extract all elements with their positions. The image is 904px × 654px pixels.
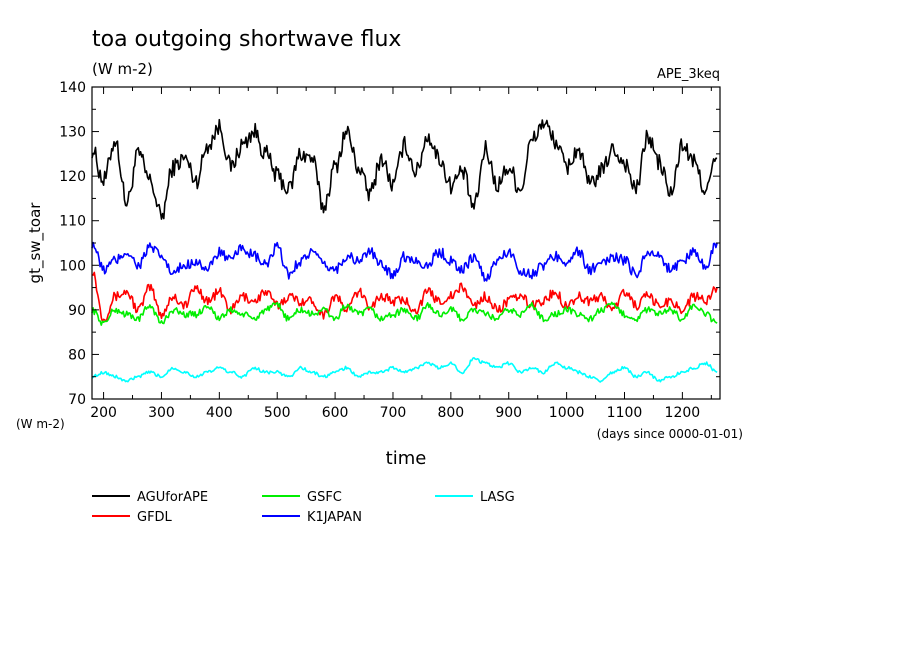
x-tick-label: 600 (322, 405, 349, 421)
y-tick-label: 80 (68, 347, 86, 363)
series-layer (91, 118, 718, 383)
x-tick-label: 200 (90, 405, 117, 421)
chart-title: toa outgoing shortwave flux (92, 27, 401, 52)
legend-label-k1japan: K1JAPAN (307, 510, 362, 525)
x-axis-label: time (386, 448, 427, 469)
y-tick-label: 90 (68, 303, 86, 319)
x-tick-label: 1100 (607, 405, 643, 421)
series-line-aguforape (91, 118, 718, 220)
chart-units: (W m-2) (92, 60, 153, 78)
legend-label-gsfc: GSFC (307, 490, 342, 505)
legend-label-aguforape: AGUforAPE (137, 490, 208, 505)
plot-frame (91, 86, 721, 400)
series-line-gfdl (91, 271, 718, 323)
y-tick-label: 120 (59, 169, 86, 185)
x-tick-label: 1200 (665, 405, 701, 421)
series-line-gsfc (91, 301, 718, 326)
y-tick-label: 140 (59, 80, 86, 96)
y-tick-label: 110 (59, 214, 86, 230)
legend: AGUforAPE GFDL GSFC K1JAPAN LASG (92, 490, 515, 525)
x-axis-units: (days since 0000-01-01) (597, 427, 743, 441)
y-tick-label: 130 (59, 125, 86, 141)
series-line-k1japan (91, 241, 718, 282)
y-tick-label: 100 (59, 258, 86, 274)
axes-layer: 70 80 90 100 110 120 130 140 200 300 400 500 600 700 8… (59, 80, 720, 421)
y-tick-label: 70 (68, 392, 86, 408)
y-axis-units: (W m-2) (16, 417, 65, 431)
x-tick-label: 400 (206, 405, 233, 421)
x-tick-label: 500 (264, 405, 291, 421)
legend-label-gfdl: GFDL (137, 510, 173, 525)
x-tick-label: 900 (495, 405, 522, 421)
x-tick-label: 300 (148, 405, 175, 421)
series-line-lasg (91, 356, 718, 383)
x-tick-label: 1000 (549, 405, 585, 421)
x-tick-label: 800 (437, 405, 464, 421)
chart-tag: APE_3keq (657, 67, 720, 82)
legend-label-lasg: LASG (480, 490, 515, 505)
y-axis-label: gt_sw_toar (26, 202, 45, 284)
x-tick-label: 700 (380, 405, 407, 421)
